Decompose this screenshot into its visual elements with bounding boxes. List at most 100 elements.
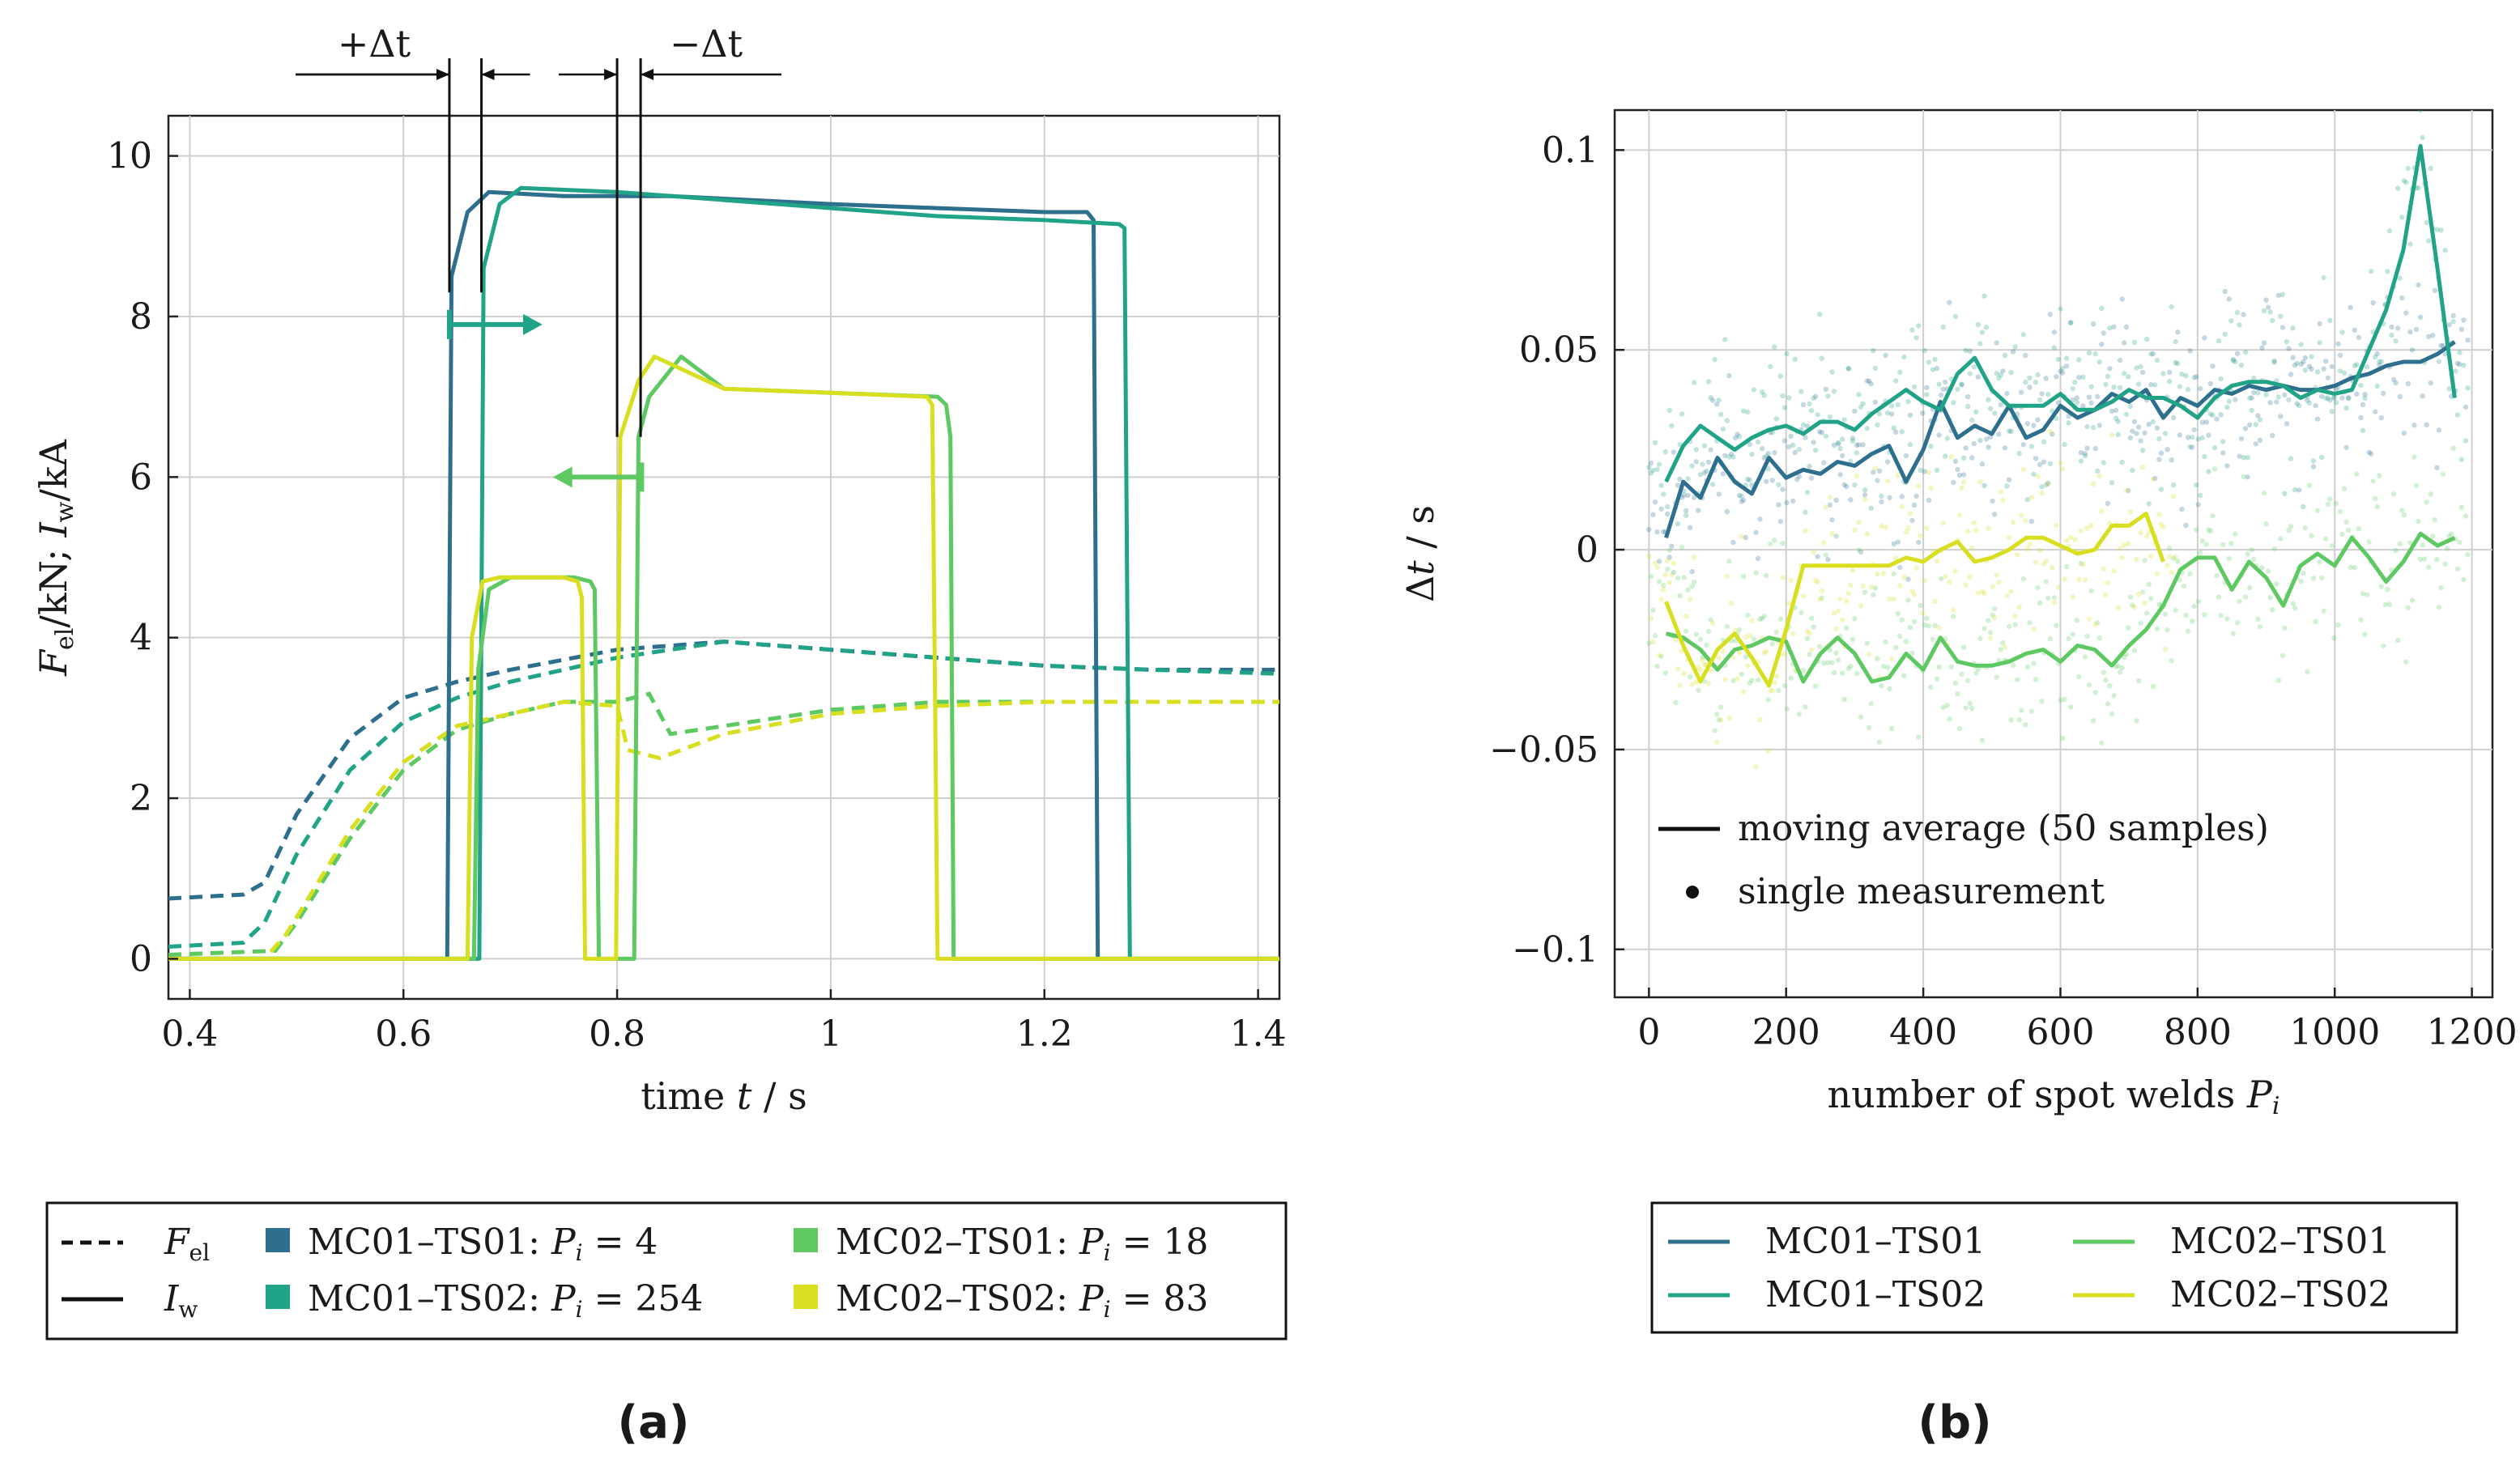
measurement-point: [2366, 539, 2372, 545]
measurement-point: [2306, 482, 2313, 488]
measurement-point: [1646, 554, 1652, 559]
measurement-point: [2127, 509, 2133, 515]
measurement-point: [1841, 482, 1847, 487]
measurement-point: [1943, 573, 1948, 580]
measurement-point: [1803, 528, 1808, 533]
measurement-point: [1854, 442, 1860, 448]
measurement-point: [1772, 450, 1777, 456]
measurement-point: [2014, 677, 2020, 682]
legend-b-label: MC02–TS01: [2170, 1221, 2390, 1262]
measurement-point: [1909, 650, 1915, 656]
measurement-point: [2436, 359, 2442, 364]
measurement-point: [2130, 467, 2135, 474]
measurement-point: [1732, 627, 1739, 633]
measurement-point: [2101, 669, 2106, 675]
measurement-point: [2249, 407, 2254, 414]
measurement-point: [1909, 589, 1915, 594]
measurement-point: [2090, 424, 2096, 431]
measurement-point: [1745, 612, 1751, 618]
measurement-point: [1868, 505, 1874, 511]
measurement-point: [1986, 444, 1991, 450]
measurement-point: [1753, 529, 1759, 535]
measurement-point: [1899, 617, 1905, 623]
measurement-point: [1916, 734, 1922, 740]
measurement-point: [2123, 487, 2129, 494]
measurement-point: [2006, 534, 2012, 540]
measurement-point: [2000, 640, 2006, 646]
measurement-point: [2041, 459, 2047, 465]
measurement-point: [2430, 333, 2436, 338]
measurement-point: [2341, 370, 2348, 376]
measurement-point: [2050, 565, 2055, 571]
measurement-point: [1700, 657, 1705, 663]
measurement-point: [1964, 529, 1971, 534]
measurement-point: [1840, 670, 1845, 676]
measurement-point: [1817, 597, 1823, 602]
measurement-point: [2117, 546, 2123, 551]
measurement-point: [1876, 468, 1883, 474]
measurement-point: [1772, 538, 1777, 543]
measurement-point: [2317, 340, 2322, 346]
measurement-point: [2286, 528, 2292, 533]
measurement-point: [1736, 627, 1743, 633]
measurement-point: [1798, 389, 1804, 394]
measurement-point: [1788, 433, 1794, 439]
measurement-point: [1800, 422, 1807, 427]
measurement-point: [2202, 335, 2207, 341]
measurement-point: [1973, 527, 1979, 533]
measurement-point: [1973, 670, 1979, 676]
measurement-point: [1755, 555, 1761, 561]
legend-a-swatch: [266, 1228, 290, 1252]
panel-b-lines: [1664, 143, 2457, 688]
measurement-point: [1812, 683, 1819, 689]
measurement-point: [2381, 643, 2386, 649]
panel-b-xtick-label: 0: [1637, 1012, 1660, 1053]
measurement-point: [1856, 442, 1862, 448]
measurement-point: [1728, 451, 1735, 457]
measurement-point: [1916, 323, 1922, 329]
measurement-point: [2377, 359, 2382, 364]
measurement-point: [2278, 414, 2284, 419]
measurement-point: [2088, 400, 2094, 406]
measurement-point: [2346, 527, 2352, 533]
measurement-point: [1819, 595, 1824, 601]
measurement-point: [2416, 185, 2421, 191]
measurement-point: [2033, 456, 2039, 461]
measurement-point: [2337, 508, 2343, 515]
measurement-point: [1692, 580, 1697, 585]
measurement-point: [1934, 676, 1940, 682]
measurement-point: [2076, 576, 2082, 582]
measurement-point: [2413, 326, 2420, 333]
measurement-point: [2047, 461, 2053, 466]
measurement-point: [2420, 393, 2425, 399]
measurement-point: [2242, 594, 2249, 600]
measurement-point: [2099, 508, 2105, 514]
measurement-point: [2428, 165, 2433, 172]
measurement-point: [1669, 423, 1675, 429]
measurement-point: [1708, 395, 1713, 401]
measurement-point: [2214, 573, 2220, 579]
measurement-point: [1722, 337, 1728, 342]
measurement-point: [2010, 662, 2016, 669]
measurement-point: [2305, 669, 2310, 674]
measurement-point: [1936, 625, 1942, 631]
measurement-point: [2323, 536, 2329, 542]
legend-a-entry-name: MC02–TS02: Pi = 83: [836, 1278, 1208, 1323]
measurement-point: [1936, 381, 1942, 387]
measurement-point: [2393, 338, 2399, 344]
measurement-point: [2047, 636, 2053, 642]
legend-a-swatch: [794, 1228, 818, 1252]
measurement-point: [2134, 718, 2139, 724]
measurement-point: [1683, 512, 1689, 518]
measurement-point: [1726, 454, 1732, 460]
measurement-point: [2461, 576, 2467, 583]
measurement-point: [2434, 227, 2440, 232]
measurement-point: [2092, 446, 2098, 452]
measurement-point: [1959, 382, 1964, 388]
measurement-point: [1790, 631, 1796, 636]
panel-b-legend-box: [1650, 1201, 2458, 1334]
minus-delta-arrow-left-head: [604, 69, 618, 80]
measurement-point: [1887, 495, 1892, 500]
measurement-point: [1913, 565, 1919, 571]
measurement-point: [2092, 690, 2098, 695]
